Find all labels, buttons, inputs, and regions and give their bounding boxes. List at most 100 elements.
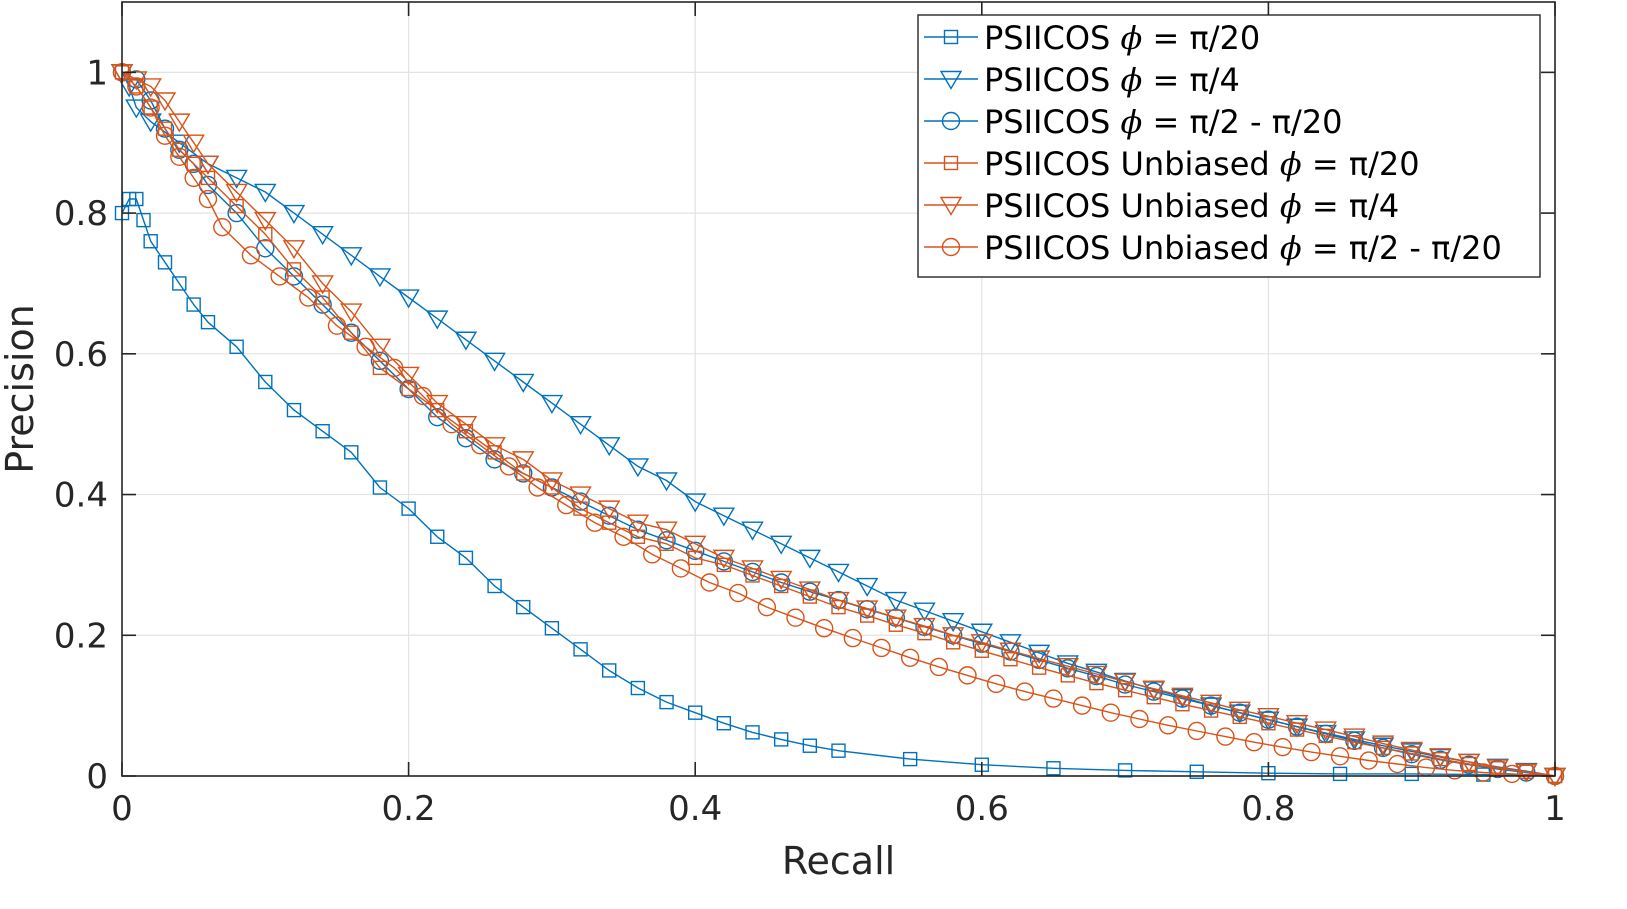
legend-phi: ϕ (1121, 61, 1143, 99)
data-point (286, 402, 302, 418)
data-point (483, 437, 506, 457)
data-point (1373, 738, 1393, 758)
data-point (688, 550, 703, 566)
legend-phi: ϕ (1280, 187, 1302, 225)
data-point (200, 314, 216, 330)
data-point (1089, 675, 1104, 691)
data-point (683, 535, 707, 555)
data-point (442, 414, 461, 434)
data-point (528, 478, 547, 497)
legend-entry: PSIICOS Unbiased ϕ = π/20 (924, 145, 1420, 183)
data-point (1072, 696, 1092, 715)
data-point (340, 247, 363, 267)
data-point (1003, 651, 1018, 667)
data-point (872, 638, 891, 658)
data-point (657, 531, 676, 550)
legend-phi: ϕ (1121, 19, 1143, 57)
data-point (544, 621, 560, 636)
y-tick-label: 0.2 (54, 616, 108, 656)
data-point (1158, 716, 1178, 735)
legend-name: PSIICOS Unbiased (984, 187, 1280, 225)
x-tick-label: 1 (1544, 789, 1566, 829)
data-point (773, 732, 789, 747)
data-point (1101, 703, 1120, 722)
data-point (254, 183, 277, 203)
data-point (1144, 682, 1163, 701)
data-point (802, 738, 818, 753)
data-point (1044, 689, 1063, 708)
data-point (1085, 665, 1108, 685)
legend-equation: = π/20 (1302, 145, 1420, 183)
data-point (626, 458, 650, 478)
data-point (397, 289, 420, 309)
legend-entry: PSIICOS ϕ = π/20 (924, 19, 1260, 57)
data-point (141, 98, 160, 117)
legend-box (917, 14, 1541, 278)
data-point (127, 77, 146, 96)
data-point (157, 255, 173, 270)
data-point (1347, 735, 1362, 750)
data-point (487, 578, 502, 594)
data-point (827, 591, 850, 611)
legend-label: PSIICOS ϕ = π/20 (984, 19, 1260, 57)
data-point (1171, 687, 1194, 707)
series-group (110, 63, 1567, 787)
data-point (999, 642, 1022, 662)
legend-entry: PSIICOS Unbiased ϕ = π/4 (924, 187, 1399, 225)
data-point (798, 581, 822, 601)
data-point (198, 189, 218, 209)
data-point (540, 472, 564, 492)
data-point (958, 666, 977, 685)
data-point (843, 628, 863, 648)
data-point (282, 240, 306, 260)
data-point (229, 198, 244, 214)
data-point (1203, 703, 1219, 718)
data-point (1146, 689, 1161, 705)
data-point (1031, 660, 1047, 675)
data-point (471, 436, 490, 455)
data-point (1117, 763, 1133, 778)
data-point (712, 549, 736, 569)
series-4 (114, 65, 1563, 784)
legend-phi: ϕ (1121, 103, 1143, 141)
data-point (614, 527, 633, 546)
legend-name: PSIICOS (984, 61, 1121, 99)
data-point (311, 275, 334, 295)
data-point (143, 100, 158, 115)
data-point (585, 513, 605, 532)
data-point (284, 267, 304, 286)
data-point (1189, 764, 1204, 779)
data-point (499, 457, 519, 476)
data-point (831, 743, 846, 758)
data-point (1228, 701, 1251, 721)
data-point (686, 541, 705, 561)
data-point (786, 608, 805, 627)
data-point (1302, 742, 1321, 762)
data-point (1142, 680, 1165, 700)
data-point (659, 536, 674, 551)
data-point (913, 617, 936, 638)
data-point (1429, 748, 1452, 768)
data-point (344, 445, 359, 460)
data-point (855, 577, 879, 597)
data-point (1115, 675, 1135, 694)
data-point (344, 325, 359, 340)
data-point (700, 573, 719, 592)
data-point (929, 657, 949, 677)
data-point (986, 674, 1006, 694)
data-point (630, 680, 646, 696)
data-point (683, 493, 707, 513)
data-point (516, 599, 531, 615)
legend-phi: ϕ (1280, 145, 1302, 183)
x-tick-label: 0.6 (955, 789, 1009, 829)
data-point (1175, 697, 1190, 712)
y-tick-label: 1 (86, 53, 108, 93)
data-point (1259, 710, 1278, 729)
data-point (282, 204, 306, 224)
data-point (512, 373, 535, 393)
legend-marker (939, 70, 963, 90)
legend-label: PSIICOS ϕ = π/4 (984, 61, 1240, 99)
legend-name: PSIICOS Unbiased (984, 229, 1280, 267)
data-point (426, 310, 449, 330)
